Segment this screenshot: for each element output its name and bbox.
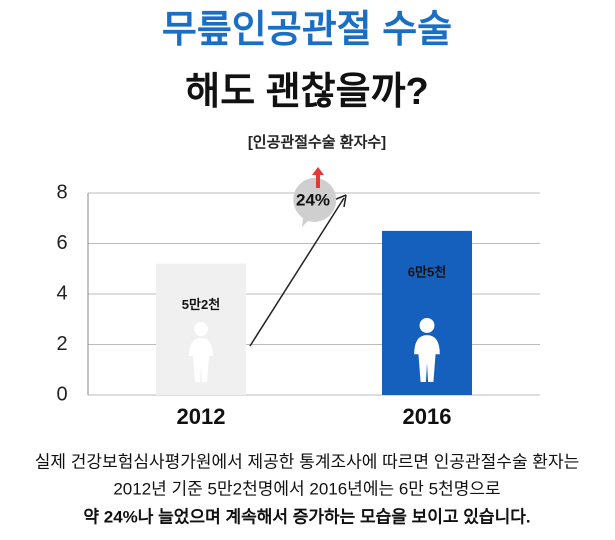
person-head (419, 318, 435, 333)
value-label: 5만2천 (182, 297, 220, 312)
y-tick-label: 0 (56, 383, 67, 405)
up-arrow-stem (316, 174, 320, 188)
y-tick-label: 6 (56, 232, 67, 254)
person-head (194, 322, 208, 336)
y-tick-label: 2 (56, 333, 67, 355)
y-tick-label: 4 (56, 282, 67, 304)
chart-title: [인공관절수술 환자수] (248, 133, 386, 151)
x-tick-label: 2012 (177, 404, 226, 429)
growth-arrow (249, 197, 345, 347)
person-body (414, 335, 440, 382)
bar (382, 230, 472, 395)
annotation: 24% (296, 190, 330, 209)
bubble (293, 177, 337, 227)
footer-line: 약 24%나 늘었으며 계속해서 증가하는 모습을 보이고 있습니다. (83, 506, 530, 526)
y-tick-label: 8 (56, 181, 67, 203)
footer-line: 실제 건강보험심사평가원에서 제공한 통계조사에 따르면 인공관절수술 환자는 (35, 452, 579, 471)
headline-line1: 무릎인공관절 수술 (162, 9, 452, 51)
value-label: 6만5천 (408, 264, 446, 279)
person-body (189, 338, 213, 382)
headline-line2: 해도 괜찮을까? (185, 71, 429, 113)
up-arrow-head (312, 167, 324, 175)
footer-line: 2012년 기준 5만2천명에서 2016년에는 6만 5천명으로 (113, 479, 500, 498)
x-tick-label: 2016 (403, 404, 452, 429)
